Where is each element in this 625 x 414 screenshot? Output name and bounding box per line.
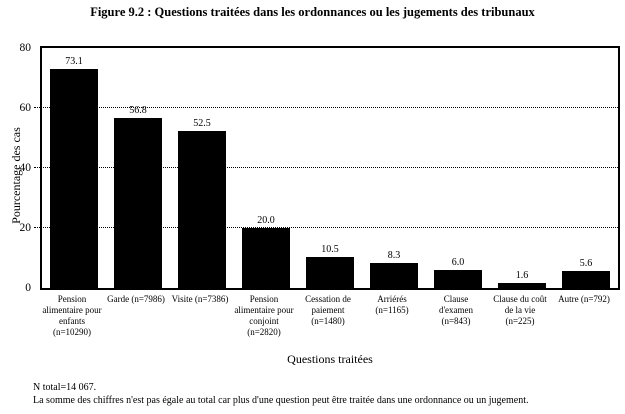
- x-tick-label: Garde (n=7986): [104, 294, 168, 305]
- bar-value-label: 52.5: [193, 117, 211, 129]
- bar-value-label: 1.6: [515, 270, 529, 282]
- bar-value-label: 73.1: [65, 55, 83, 67]
- bar-value-label: 8.3: [387, 250, 401, 262]
- x-tick-line: Visite (n=7386): [171, 294, 229, 304]
- bar-2: [178, 130, 226, 288]
- bar-4: [306, 256, 354, 288]
- bar-6: [434, 270, 482, 288]
- y-axis-ticks: 0 20 40 60 80: [0, 42, 34, 294]
- bar-value-label: 10.5: [321, 243, 339, 255]
- gridline-20: [34, 227, 618, 228]
- x-tick-line: (n=2820): [247, 327, 281, 337]
- x-tick-label: Clause du coût de la vie (n=225): [488, 294, 552, 327]
- bar-value-label: 56.8: [129, 104, 147, 116]
- x-tick-line: Autre (n=792): [558, 294, 610, 304]
- bar-8: [562, 271, 610, 288]
- bar-value-label: 6.0: [451, 257, 465, 268]
- x-tick-line: alimentaire pour: [42, 305, 102, 315]
- x-tick-label: Clause d'examen (n=843): [424, 294, 488, 327]
- x-tick-line: enfants: [59, 316, 85, 326]
- bar-1: [114, 117, 162, 288]
- x-tick-line: (n=1480): [311, 316, 345, 326]
- x-tick-line: d'examen: [438, 305, 474, 315]
- bar-5: [370, 263, 418, 288]
- x-tick-line: Clause du coût: [493, 294, 547, 304]
- bar-3: [242, 228, 290, 288]
- y-tick-label: 0: [25, 282, 31, 294]
- y-tick-label: 60: [19, 102, 32, 114]
- x-tick-line: de la vie: [504, 305, 536, 315]
- x-tick-line: alimentaire pour: [234, 305, 294, 315]
- x-tick-line: Garde (n=7986): [107, 294, 165, 304]
- x-tick-label: Cessation de paiement (n=1480): [296, 294, 360, 327]
- x-tick-label: Arriérés (n=1165): [360, 294, 424, 316]
- x-tick-label: Pension alimentaire pour enfants (n=10290): [40, 294, 104, 338]
- x-tick-line: conjoint: [249, 316, 279, 326]
- x-tick-line: (n=1165): [375, 305, 409, 315]
- x-tick-line: (n=225): [505, 316, 535, 326]
- x-tick-line: (n=843): [441, 316, 471, 326]
- x-tick-line: (n=10290): [52, 327, 92, 337]
- x-tick-line: Pension: [249, 294, 279, 304]
- x-axis-title: Questions traitées: [287, 352, 373, 366]
- x-tick-label: Pension alimentaire pour conjoint (n=2820): [232, 294, 296, 338]
- footnote-note: La somme des chiffres n'est pas égale au…: [33, 395, 529, 406]
- footnote-n-total: N total=14 067.: [33, 382, 97, 393]
- y-tick-label: 20: [19, 222, 32, 234]
- y-tick-label: 40: [19, 162, 32, 174]
- bar-7: [498, 283, 546, 288]
- gridline-40: [34, 167, 618, 168]
- x-axis-ticks: Pension alimentaire pour enfants (n=10290) G…: [40, 294, 616, 344]
- x-tick-line: Arriérés: [377, 294, 407, 304]
- plot-area: 73.1 56.8 52.5 20.0 10.5 8.3 6.0 1.6 5.6: [34, 46, 620, 290]
- footnotes: N total=14 067. La somme des chiffres n'…: [33, 381, 623, 407]
- x-tick-line: paiement: [311, 305, 345, 315]
- bar-value-label: 20.0: [257, 215, 275, 226]
- x-tick-line: Cessation de: [305, 294, 351, 304]
- x-tick-label: Autre (n=792): [552, 294, 616, 305]
- x-tick-line: Clause: [443, 294, 469, 304]
- x-tick-line: Pension: [57, 294, 87, 304]
- chart-title: Figure 9.2 : Questions traitées dans les…: [90, 5, 535, 19]
- gridline-60: [34, 107, 618, 108]
- x-tick-label: Visite (n=7386): [168, 294, 232, 305]
- bar-0: [50, 68, 98, 288]
- bar-value-label: 5.6: [579, 258, 593, 270]
- y-tick-label: 80: [19, 42, 32, 54]
